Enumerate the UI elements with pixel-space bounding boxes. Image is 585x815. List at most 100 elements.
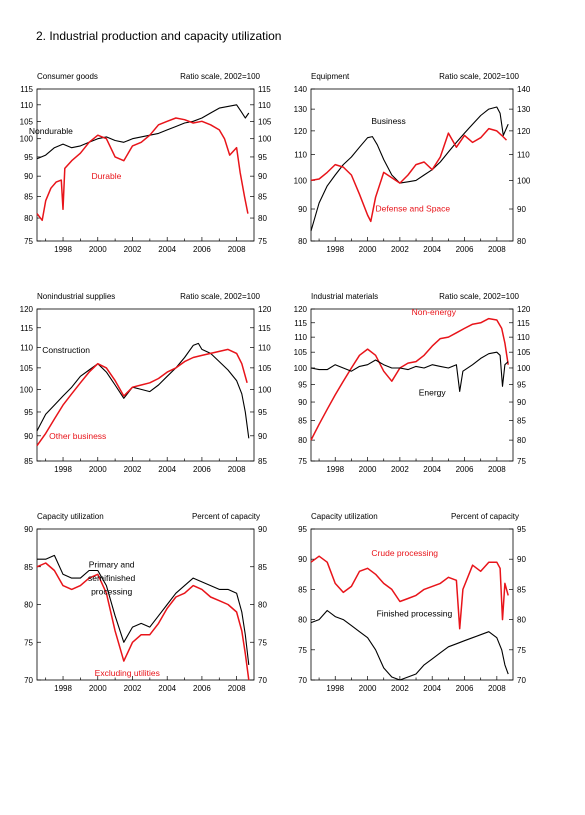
y-tick-label-right: 120 [258, 305, 272, 314]
series-line-finished-processing [310, 609, 509, 681]
chart-2: Equipment Ratio scale, 2002=100 80 80 90 90 10… [294, 72, 531, 254]
x-tick-label: 2006 [193, 684, 211, 693]
series-label: Business [371, 116, 406, 126]
y-tick-label-left: 80 [298, 436, 307, 445]
y-tick-label-left: 80 [24, 214, 33, 223]
x-tick-label: 2008 [488, 245, 506, 254]
y-tick-label-left: 110 [20, 343, 33, 352]
x-tick-label: 2004 [158, 465, 176, 474]
x-tick-label: 2002 [391, 684, 409, 693]
chart-units: Percent of capacity [192, 512, 260, 521]
x-tick-label: 1998 [54, 684, 72, 693]
y-tick-label-right: 80 [517, 436, 526, 445]
series-label: Other business [49, 431, 106, 441]
plot-frame [36, 308, 255, 462]
x-tick-label: 2000 [359, 245, 377, 254]
y-tick-label-left: 120 [20, 305, 34, 314]
plot-frame [36, 88, 255, 242]
series-label: processing [91, 587, 132, 597]
y-tick-label-right: 130 [517, 105, 531, 114]
y-tick-label-right: 105 [517, 348, 531, 357]
x-tick-label: 2006 [456, 245, 474, 254]
page-title: 2. Industrial production and capacity ut… [36, 29, 282, 43]
y-tick-label-right: 95 [517, 525, 526, 534]
chart-units: Ratio scale, 2002=100 [180, 72, 260, 81]
y-tick-label-left: 95 [24, 153, 33, 162]
y-tick-label-left: 140 [294, 85, 308, 94]
chart-units: Ratio scale, 2002=100 [439, 292, 519, 301]
series-label: Non-energy [412, 307, 457, 317]
x-tick-label: 2002 [124, 684, 142, 693]
y-tick-label-right: 115 [517, 319, 530, 328]
y-tick-label-left: 75 [24, 237, 33, 246]
y-tick-label-right: 100 [517, 176, 531, 185]
chart-title: Nonindustrial supplies [37, 292, 115, 301]
series-label: semifinished [88, 573, 136, 583]
chart-3: Nonindustrial supplies Ratio scale, 2002=… [20, 292, 272, 474]
plot-frame [310, 308, 514, 462]
series-label: Energy [419, 388, 447, 398]
y-tick-label-left: 105 [294, 348, 308, 357]
y-tick-label-right: 80 [258, 214, 267, 223]
y-tick-label-right: 105 [258, 117, 272, 126]
x-tick-label: 2006 [456, 465, 474, 474]
y-tick-label-left: 90 [24, 432, 33, 441]
x-tick-label: 2006 [456, 684, 474, 693]
x-tick-label: 2008 [228, 465, 246, 474]
y-tick-label-left: 110 [294, 151, 307, 160]
y-tick-label-left: 95 [298, 381, 307, 390]
x-tick-label: 2008 [228, 245, 246, 254]
y-tick-label-right: 110 [517, 333, 530, 342]
y-tick-label-right: 85 [258, 192, 267, 201]
y-tick-label-left: 95 [298, 525, 307, 534]
series-line-primary-and-semifinished-processing [37, 554, 250, 665]
y-tick-label-left: 120 [294, 305, 308, 314]
series-line-energy [310, 351, 509, 392]
y-tick-label-right: 110 [517, 151, 530, 160]
y-tick-label-left: 95 [24, 408, 33, 417]
x-tick-label: 2000 [359, 684, 377, 693]
y-tick-label-left: 85 [298, 585, 307, 594]
y-tick-label-right: 105 [258, 364, 272, 373]
series-line-excluding-utilities [36, 562, 250, 681]
series-line-crude-processing [310, 555, 509, 630]
y-tick-label-right: 90 [258, 172, 267, 181]
series-line-construction [36, 342, 250, 439]
y-tick-label-left: 90 [298, 205, 307, 214]
x-tick-label: 2002 [391, 465, 409, 474]
y-tick-label-right: 90 [258, 525, 267, 534]
x-tick-label: 1998 [326, 465, 344, 474]
chart-title: Consumer goods [37, 72, 98, 81]
x-tick-label: 2004 [158, 245, 176, 254]
plot-frame [310, 88, 514, 242]
y-tick-label-left: 90 [298, 555, 307, 564]
x-tick-label: 2006 [193, 465, 211, 474]
y-tick-label-right: 70 [517, 676, 526, 685]
y-tick-label-right: 70 [258, 676, 267, 685]
y-tick-label-right: 85 [258, 563, 267, 572]
chart-title: Equipment [311, 72, 350, 81]
x-tick-label: 2000 [89, 684, 107, 693]
series-line-non-energy [310, 317, 509, 441]
plot-frame [36, 528, 255, 681]
chart-6: Capacity utilization Percent of capacity 7… [298, 512, 526, 693]
y-tick-label-right: 85 [517, 417, 526, 426]
y-tick-label-left: 100 [20, 385, 34, 394]
series-label: Finished processing [377, 609, 453, 619]
y-tick-label-left: 85 [24, 457, 33, 466]
y-tick-label-right: 120 [517, 127, 531, 136]
x-tick-label: 2000 [89, 245, 107, 254]
chart-units: Percent of capacity [451, 512, 519, 521]
series-label: Construction [42, 345, 90, 355]
x-tick-label: 2008 [488, 684, 506, 693]
series-line-durable [36, 117, 249, 222]
series-label: Primary and [89, 560, 135, 570]
x-tick-label: 2002 [124, 465, 142, 474]
y-tick-label-left: 75 [298, 646, 307, 655]
x-tick-label: 2002 [124, 245, 142, 254]
y-tick-label-right: 95 [517, 381, 526, 390]
x-tick-label: 2000 [89, 465, 107, 474]
y-tick-label-right: 120 [517, 305, 531, 314]
y-tick-label-left: 100 [294, 364, 308, 373]
